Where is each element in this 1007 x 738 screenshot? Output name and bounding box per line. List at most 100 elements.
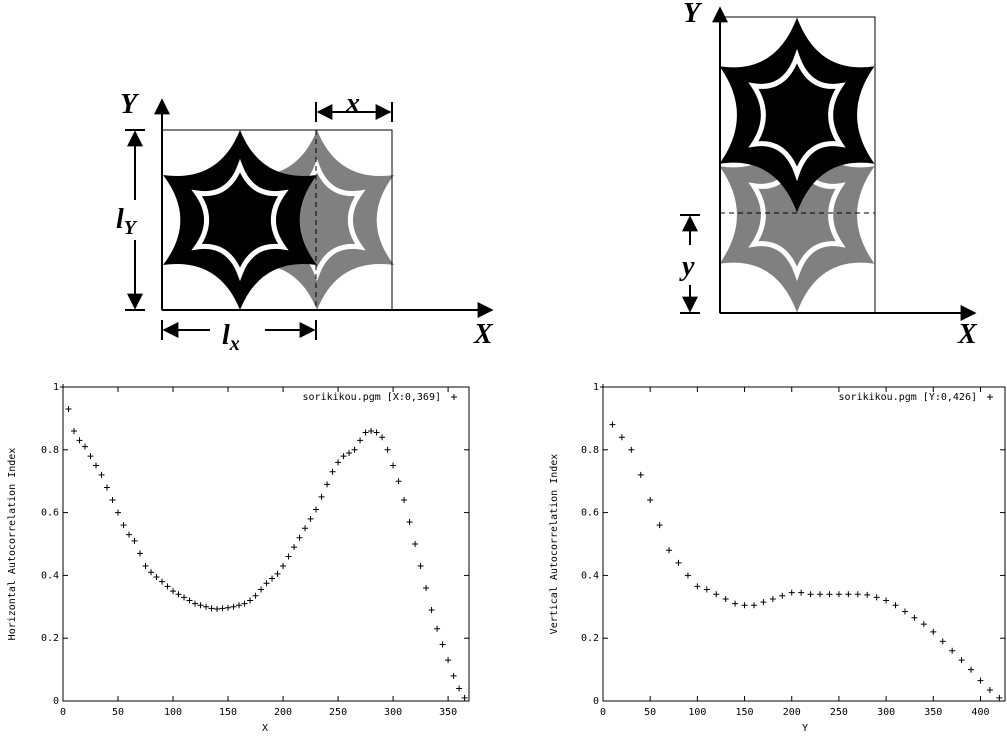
- point: [313, 506, 320, 513]
- point: [197, 602, 204, 609]
- x-axis-label: X: [262, 723, 268, 734]
- star-ring: [748, 148, 846, 282]
- point: [329, 468, 336, 475]
- point: [263, 580, 270, 587]
- y-tick-label: 0: [593, 696, 599, 707]
- point: [82, 443, 89, 450]
- point: [703, 586, 710, 593]
- point: [170, 588, 177, 595]
- point: [456, 685, 463, 692]
- point: [835, 591, 842, 598]
- chart: 0 0.2 0.4 0.6 0.8 1 0 50 100 150 200 250 300 350 400 Y V…: [549, 382, 1006, 734]
- point: [732, 600, 739, 607]
- point: [609, 421, 616, 428]
- point: [335, 459, 342, 466]
- point: [203, 603, 210, 610]
- legend-label: sorikikou.pgm [X:0,369]: [303, 392, 441, 403]
- point: [258, 586, 265, 593]
- point: [186, 597, 193, 604]
- point: [357, 437, 364, 444]
- point: [647, 497, 654, 504]
- point: [274, 570, 281, 577]
- star: [163, 130, 317, 310]
- point: [920, 621, 927, 628]
- point: [148, 569, 155, 576]
- point: [637, 471, 644, 478]
- point: [864, 591, 871, 598]
- point: [192, 600, 199, 607]
- point: [977, 677, 984, 684]
- point: [666, 547, 673, 554]
- point: [412, 541, 419, 547]
- point: [949, 647, 956, 654]
- plot-frame: [602, 386, 1006, 702]
- point: [219, 605, 226, 612]
- x-tick-label: 300: [384, 707, 402, 718]
- point: [873, 594, 880, 601]
- point: [324, 481, 331, 488]
- x-tick-label: 300: [877, 707, 895, 718]
- point: [694, 583, 701, 590]
- point: [109, 497, 116, 504]
- legend-marker: [451, 394, 457, 400]
- point: [779, 592, 786, 599]
- point: [60, 384, 66, 390]
- x-tick-label: 150: [736, 707, 754, 718]
- point: [120, 522, 127, 529]
- y-tick-label: 0.2: [41, 633, 59, 644]
- point: [939, 638, 946, 645]
- y-tick-label: 0.8: [581, 445, 599, 456]
- point: [153, 573, 160, 580]
- shift-label: x: [345, 88, 360, 119]
- point: [131, 537, 138, 544]
- point: [390, 462, 397, 469]
- point: [845, 591, 852, 598]
- point: [892, 602, 899, 609]
- point: [807, 591, 814, 598]
- x-tick-label: 0: [600, 707, 606, 718]
- dim-sub: Y: [124, 217, 138, 239]
- x-tick-label: 100: [164, 707, 182, 718]
- x-tick-label: 150: [219, 707, 237, 718]
- point: [252, 592, 259, 599]
- point: [181, 594, 188, 601]
- star-ring: [191, 158, 289, 282]
- point: [247, 597, 254, 604]
- point: [461, 694, 468, 701]
- chart: 0 0.2 0.4 0.6 0.8 1 0 50 100 150 200 250 300 350 X Hori…: [7, 382, 470, 734]
- point: [618, 434, 625, 441]
- diagram-shapes: [163, 17, 875, 313]
- x-tick-label: 200: [274, 707, 292, 718]
- point: [230, 603, 237, 610]
- point: [340, 453, 347, 460]
- point: [318, 493, 325, 500]
- point: [600, 384, 606, 390]
- legend-marker: [987, 394, 993, 400]
- point: [826, 591, 833, 598]
- y-tick-label: 0.6: [41, 508, 59, 519]
- point: [901, 608, 908, 615]
- point: [76, 437, 83, 444]
- point: [362, 429, 369, 436]
- point: [384, 446, 391, 453]
- x-tick-label: 350: [439, 707, 457, 718]
- axis-label: Y: [120, 89, 140, 120]
- y-tick-label: 0: [53, 696, 59, 707]
- point: [434, 625, 441, 632]
- point: [788, 589, 795, 596]
- point: [406, 519, 413, 526]
- point: [208, 605, 215, 612]
- point: [346, 449, 353, 456]
- point: [798, 589, 805, 596]
- point: [93, 462, 100, 469]
- point: [428, 606, 435, 613]
- point: [351, 446, 358, 453]
- dim-text: l: [222, 320, 230, 351]
- x-tick-label: 400: [971, 707, 989, 718]
- point: [628, 446, 635, 453]
- axis-label: X: [957, 319, 978, 350]
- point: [142, 562, 149, 569]
- x-tick-label: 0: [60, 707, 66, 718]
- y-tick-label: 0.4: [581, 570, 599, 581]
